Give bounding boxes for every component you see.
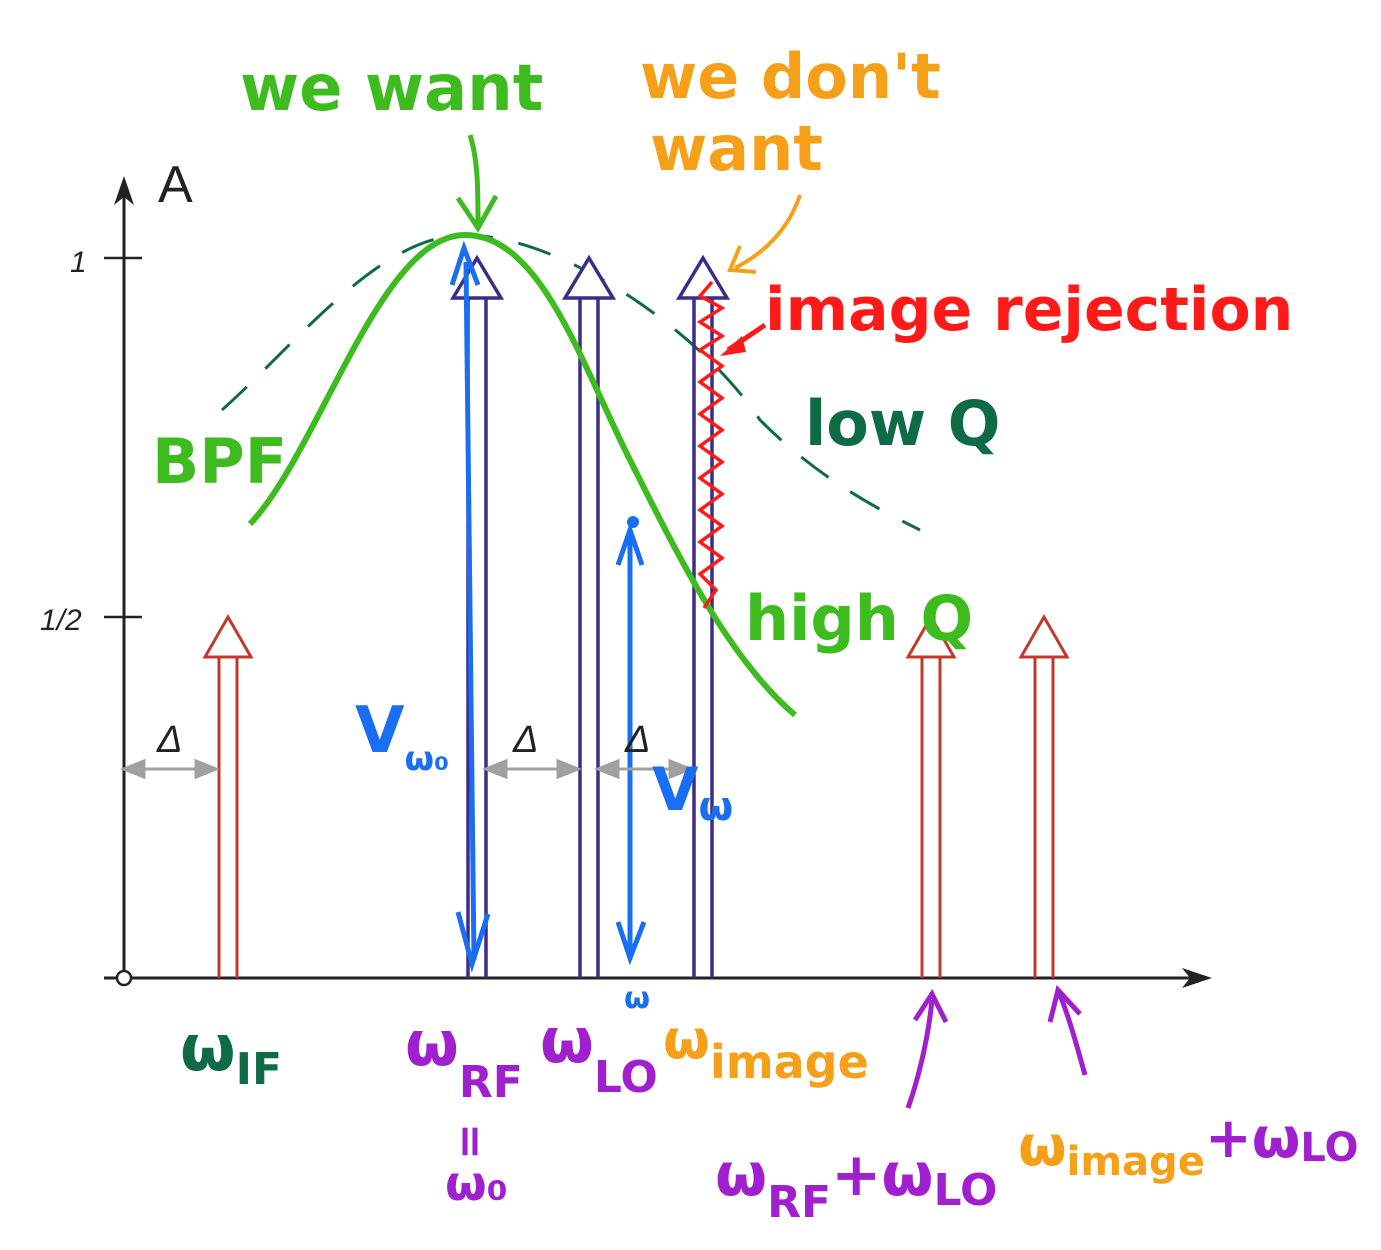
we-want-label: we want <box>240 52 543 126</box>
w-rf-plus-lo-label: ωRF+ωLO <box>715 1140 997 1228</box>
delta-arrows <box>119 758 695 780</box>
delta-label-lo-image: Δ <box>624 719 651 761</box>
w-lo-label: ωLO <box>540 1004 658 1103</box>
arrow-lo <box>561 254 617 978</box>
image-rejection-zigzag <box>696 280 726 609</box>
spur-arrows <box>202 613 1070 978</box>
we-want-pointer <box>467 134 481 226</box>
w-if-label: ωIF <box>180 1012 282 1095</box>
w-image-label: ωimage <box>663 1008 869 1089</box>
y-axis-label: A <box>158 156 193 214</box>
high-q-bpf-curve <box>247 231 797 718</box>
tick-label-1: 1 <box>70 246 87 279</box>
we-dont-want-label-line1: we don't <box>640 40 941 113</box>
delta-label-if: Δ <box>156 719 183 761</box>
tick-label-half: 1/2 <box>40 604 82 637</box>
spur-arrow-rf-plus-lo <box>905 613 957 978</box>
bpf-label: BPF <box>152 425 287 498</box>
high-q-label: high Q <box>745 582 973 655</box>
low-q-label: low Q <box>805 387 1000 460</box>
w-rf-plus-lo-pointer <box>905 988 949 1109</box>
v-w-dot <box>627 516 639 528</box>
arrow-rf <box>449 254 505 978</box>
delta-label-rf-lo: Δ <box>512 719 539 761</box>
image-rejection-label: image rejection <box>765 275 1293 345</box>
w-rf-equals: = <box>445 1123 496 1160</box>
y-axis-arrowhead-icon <box>114 176 134 205</box>
x-axis-arrowhead-icon <box>1182 968 1212 988</box>
we-dont-want-arrow-icon <box>727 245 757 274</box>
w-image-plus-lo-pointer <box>1047 984 1088 1076</box>
we-dont-want-label-line2: want <box>650 112 823 185</box>
we-want-arrow-icon <box>455 194 499 233</box>
axes: A 1 1/2 <box>40 156 1212 988</box>
spur-arrow-if <box>202 613 254 978</box>
signal-arrows <box>449 254 731 978</box>
v-w0-arrow <box>449 240 491 973</box>
image-rejection-arrow-icon <box>720 336 746 356</box>
w0-label: ω₀ <box>445 1156 508 1212</box>
w-image-plus-lo-label: ωimage+ωLO <box>1018 1106 1359 1185</box>
w-rf-label: ωRF <box>405 1007 523 1108</box>
spur-arrow-image-plus-lo <box>1018 613 1070 978</box>
we-dont-want-pointer <box>734 194 802 270</box>
origin-circle-icon <box>115 969 133 987</box>
omega-marker-label: ω <box>624 981 650 1016</box>
v-w-label: Vω <box>652 755 733 830</box>
v-w0-label: Vω₀ <box>355 694 449 779</box>
v-w-arrow <box>615 522 647 966</box>
